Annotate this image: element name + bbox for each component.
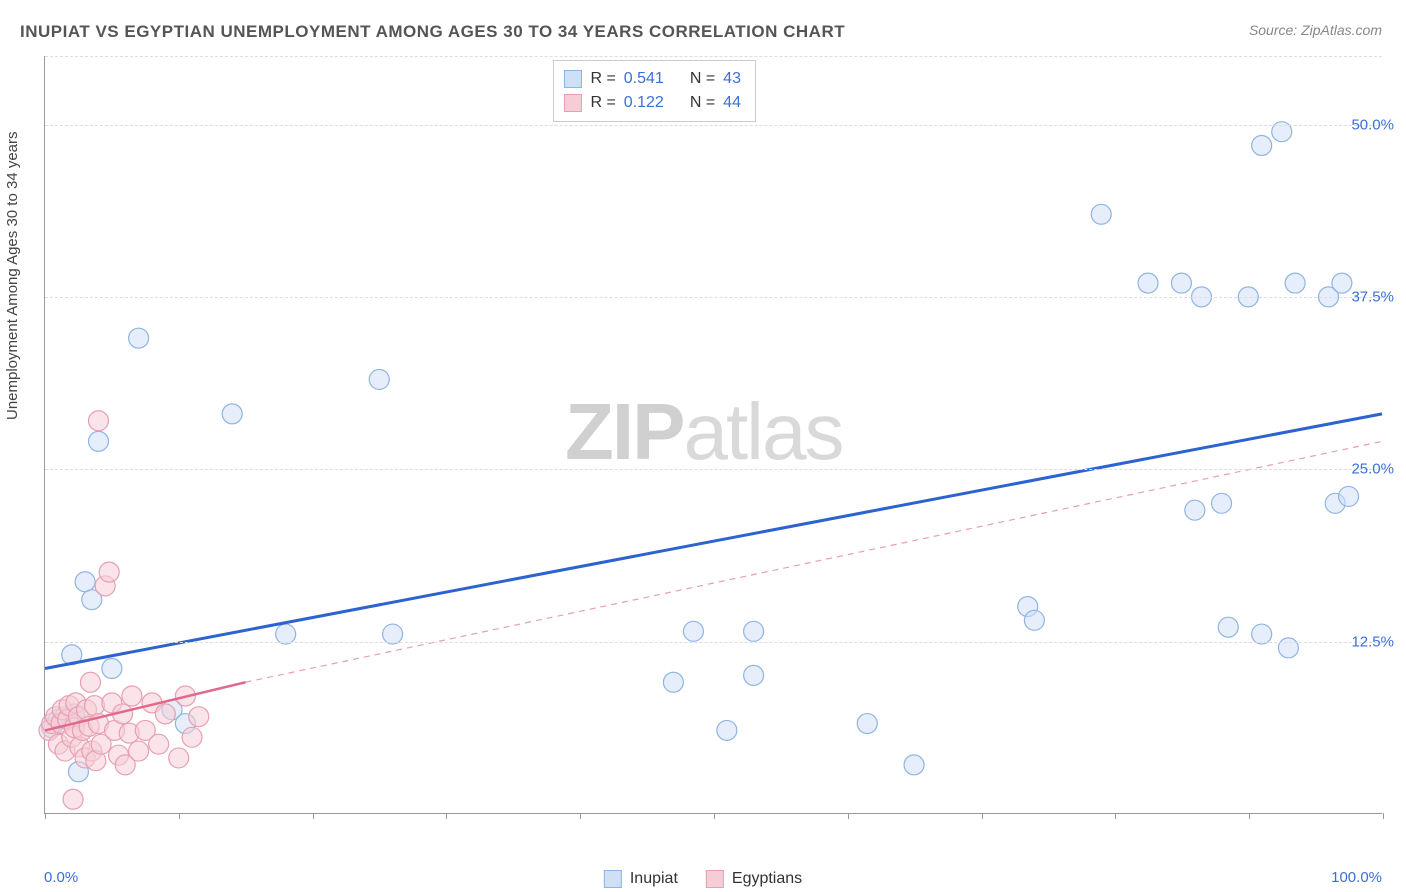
stat-n-value: 43 bbox=[723, 67, 741, 91]
stat-label-n: N = bbox=[690, 91, 715, 115]
y-tick-label: 37.5% bbox=[1351, 289, 1394, 306]
stat-label-r: R = bbox=[590, 67, 615, 91]
x-tick bbox=[982, 813, 983, 819]
data-point bbox=[1212, 493, 1232, 513]
data-point bbox=[744, 621, 764, 641]
y-tick-label: 25.0% bbox=[1351, 461, 1394, 478]
trend-extrapolation bbox=[246, 441, 1382, 682]
stat-label-n: N = bbox=[690, 67, 715, 91]
data-point bbox=[182, 727, 202, 747]
data-point bbox=[1285, 273, 1305, 293]
legend-swatch bbox=[564, 94, 582, 112]
bottom-legend: Inupiat Egyptians bbox=[604, 870, 802, 888]
data-point bbox=[369, 369, 389, 389]
x-tick bbox=[848, 813, 849, 819]
gridline bbox=[45, 56, 1382, 57]
data-point bbox=[1332, 273, 1352, 293]
data-point bbox=[75, 572, 95, 592]
data-point bbox=[1171, 273, 1191, 293]
x-tick bbox=[1383, 813, 1384, 819]
data-point bbox=[129, 328, 149, 348]
stat-r-value: 0.541 bbox=[624, 67, 664, 91]
stats-legend: R = 0.541 N = 43 R = 0.122 N = 44 bbox=[553, 60, 756, 122]
y-tick-label: 50.0% bbox=[1351, 116, 1394, 133]
data-point bbox=[904, 755, 924, 775]
data-point bbox=[102, 658, 122, 678]
data-point bbox=[63, 789, 83, 809]
data-point bbox=[1091, 204, 1111, 224]
stats-row: R = 0.541 N = 43 bbox=[564, 67, 741, 91]
gridline bbox=[45, 297, 1382, 298]
gridline bbox=[45, 642, 1382, 643]
data-point bbox=[155, 704, 175, 724]
data-point bbox=[88, 411, 108, 431]
legend-label: Egyptians bbox=[732, 870, 802, 888]
stat-label-r: R = bbox=[590, 91, 615, 115]
trend-line bbox=[45, 414, 1382, 669]
data-point bbox=[1138, 273, 1158, 293]
x-tick bbox=[714, 813, 715, 819]
x-tick-label: 0.0% bbox=[44, 869, 78, 886]
x-tick bbox=[580, 813, 581, 819]
chart-title: INUPIAT VS EGYPTIAN UNEMPLOYMENT AMONG A… bbox=[20, 22, 845, 42]
data-point bbox=[1185, 500, 1205, 520]
x-tick bbox=[1249, 813, 1250, 819]
stat-n-value: 44 bbox=[723, 91, 741, 115]
data-point bbox=[122, 686, 142, 706]
x-tick bbox=[179, 813, 180, 819]
x-tick bbox=[45, 813, 46, 819]
data-point bbox=[1339, 486, 1359, 506]
data-point bbox=[717, 720, 737, 740]
x-tick bbox=[1115, 813, 1116, 819]
data-point bbox=[149, 734, 169, 754]
data-point bbox=[129, 741, 149, 761]
legend-swatch bbox=[564, 70, 582, 88]
x-tick-label: 100.0% bbox=[1331, 869, 1382, 886]
y-axis-label: Unemployment Among Ages 30 to 34 years bbox=[4, 131, 21, 420]
gridline bbox=[45, 469, 1382, 470]
gridline bbox=[45, 125, 1382, 126]
data-point bbox=[1024, 610, 1044, 630]
data-point bbox=[663, 672, 683, 692]
legend-swatch bbox=[604, 870, 622, 888]
data-point bbox=[222, 404, 242, 424]
data-point bbox=[1252, 135, 1272, 155]
data-point bbox=[84, 696, 104, 716]
stat-r-value: 0.122 bbox=[624, 91, 664, 115]
legend-swatch bbox=[706, 870, 724, 888]
data-point bbox=[88, 431, 108, 451]
y-tick-label: 12.5% bbox=[1351, 633, 1394, 650]
data-point bbox=[744, 665, 764, 685]
data-point bbox=[189, 707, 209, 727]
legend-item: Inupiat bbox=[604, 870, 678, 888]
legend-label: Inupiat bbox=[630, 870, 678, 888]
stats-row: R = 0.122 N = 44 bbox=[564, 91, 741, 115]
data-point bbox=[169, 748, 189, 768]
legend-item: Egyptians bbox=[706, 870, 802, 888]
data-point bbox=[1218, 617, 1238, 637]
x-tick bbox=[313, 813, 314, 819]
data-point bbox=[80, 672, 100, 692]
data-point bbox=[683, 621, 703, 641]
plot-area: ZIPatlas R =0.541N =43R =0.122N =44 bbox=[44, 56, 1382, 814]
data-point bbox=[99, 562, 119, 582]
chart-svg bbox=[45, 56, 1382, 813]
source-attribution: Source: ZipAtlas.com bbox=[1249, 22, 1382, 38]
data-point bbox=[857, 714, 877, 734]
x-tick bbox=[446, 813, 447, 819]
